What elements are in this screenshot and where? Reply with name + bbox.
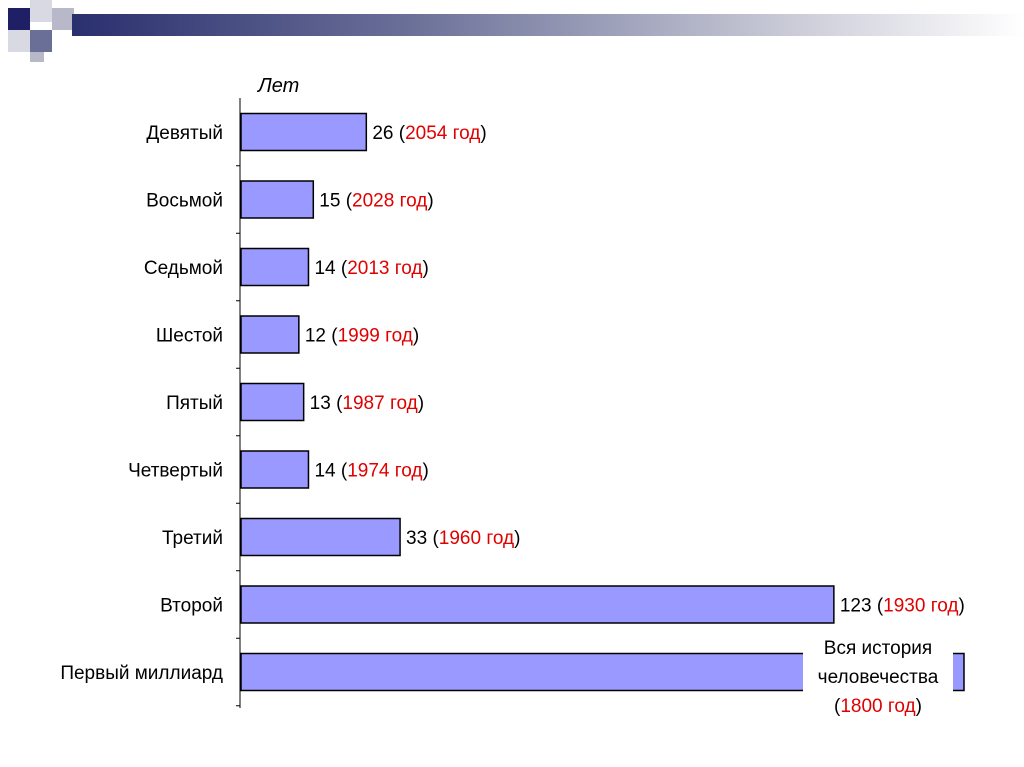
category-label: Восьмой: [146, 191, 223, 212]
category-label: Девятый: [146, 123, 223, 144]
category-label: Пятый: [166, 393, 223, 414]
data-label: 13 (1987 год): [310, 393, 424, 414]
logo-square-small: [30, 52, 44, 62]
bar: [240, 180, 315, 219]
y-axis-label: Лет: [256, 75, 299, 97]
annotation-background: [803, 630, 953, 722]
bar: [240, 450, 310, 489]
category-label: Второй: [160, 596, 223, 617]
logo-square-dark: [8, 8, 30, 30]
logo-square-light-2: [8, 30, 30, 52]
bar: [240, 517, 401, 557]
annotation-line1: Вся история: [824, 638, 932, 659]
bar: [240, 585, 835, 624]
category-label: Четвертый: [128, 461, 223, 482]
logo-square-light: [30, 0, 52, 22]
data-label: 14 (2013 год): [314, 258, 428, 279]
data-label: 14 (1974 год): [314, 461, 428, 482]
bar: [240, 315, 300, 354]
category-label: Третий: [162, 528, 223, 549]
annotation-line2: человечества: [818, 667, 939, 688]
bar: [240, 247, 310, 287]
category-label: Шестой: [156, 326, 223, 347]
data-label: 26 (2054 год): [372, 123, 486, 144]
data-label: 123 (1930 год): [840, 596, 965, 617]
bar: [240, 382, 305, 422]
logo-square-mid: [52, 8, 74, 30]
data-label: 12 (1999 год): [305, 326, 419, 347]
data-label: 33 (1960 год): [406, 528, 520, 549]
bar: [240, 112, 368, 152]
logo-square-mid-2: [30, 30, 52, 52]
annotation-line3: (1800 год): [834, 696, 922, 717]
data-label: 15 (2028 год): [319, 191, 433, 212]
category-label: Седьмой: [144, 258, 223, 279]
header-gradient-bar: [72, 14, 1024, 36]
category-label: Первый миллиард: [60, 663, 223, 684]
